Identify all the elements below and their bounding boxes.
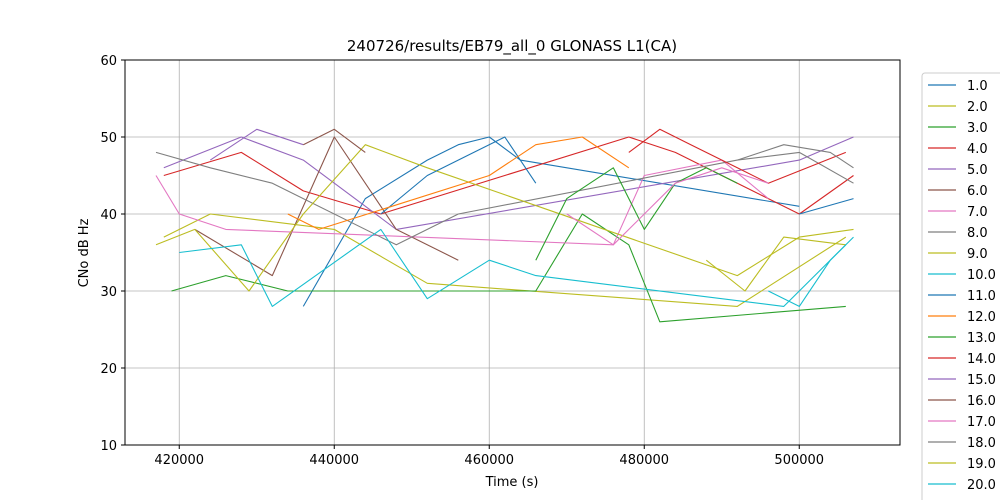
x-tick-label: 480000 [619,453,669,468]
legend-label: 16.0 [967,394,996,409]
y-tick-label: 50 [100,131,117,146]
series-line-12.0 [287,136,630,230]
grid [125,59,900,446]
legend-label: 7.0 [967,205,988,220]
series-line-4.0 [163,136,854,215]
x-tick-label: 420000 [154,453,204,468]
series-line-13.0 [535,167,738,261]
legend: 1.0 2.0 3.0 4.0 5.0 6.0 7.0 8.0 9.0 10.0 11.0 12.0 1… [921,72,1000,500]
y-tick-label: 40 [100,208,117,223]
series-line-20.0 [768,236,854,307]
series-line-3.0 [171,213,846,323]
series-line-5.0 [163,136,854,230]
legend-label: 3.0 [967,121,988,136]
legend-label: 1.0 [967,79,988,94]
x-tick-label: 460000 [464,453,514,468]
series-line-7.0 [155,159,769,246]
legend-label: 8.0 [967,226,988,241]
y-tick-label: 60 [100,54,117,69]
chart-title: 240726/results/EB79_all_0 GLONASS L1(CA) [347,37,677,56]
x-axis-label: Time (s) [485,475,539,490]
y-tick-label: 20 [100,362,117,377]
legend-label: 11.0 [967,289,996,304]
legend-label: 10.0 [967,268,996,283]
legend-label: 2.0 [967,100,988,115]
series-line-17.0 [566,167,769,246]
y-axis-label: CNo dB Hz [77,218,92,287]
series-group [155,128,854,323]
series-line-6.0 [194,136,459,277]
y-tick-label: 30 [100,285,117,300]
series-line-21.0 [799,198,854,215]
x-tick-label: 500000 [774,453,824,468]
legend-label: 19.0 [967,457,996,472]
series-line-14.0 [628,128,847,184]
series-line-15.0 [209,128,304,161]
series-line-16.0 [303,128,366,153]
series-line-11.0 [380,136,537,215]
series-line-2.0 [163,213,847,307]
plot-frame [124,59,901,446]
legend-label: 15.0 [967,373,996,388]
x-tick-label: 440000 [309,453,359,468]
legend-label: 13.0 [967,331,996,346]
legend-label: 20.0 [967,478,996,493]
series-line-19.0 [705,236,846,292]
legend-box [921,72,1000,500]
legend-label: 5.0 [967,163,988,178]
series-line-9.0 [155,144,854,292]
legend-label: 14.0 [967,352,996,367]
axis-ticks: 420000 440000 460000 480000 500000 10 20 30 40 50… [100,54,824,468]
legend-label: 9.0 [967,247,988,262]
y-tick-label: 10 [100,439,117,454]
legend-label: 18.0 [967,436,996,451]
series-line-18.0 [737,144,854,169]
legend-label: 17.0 [967,415,996,430]
legend-label: 12.0 [967,310,996,325]
legend-label: 4.0 [967,142,988,157]
series-line-8.0 [155,151,854,246]
legend-label: 6.0 [967,184,988,199]
series-line-10.0 [179,228,847,307]
